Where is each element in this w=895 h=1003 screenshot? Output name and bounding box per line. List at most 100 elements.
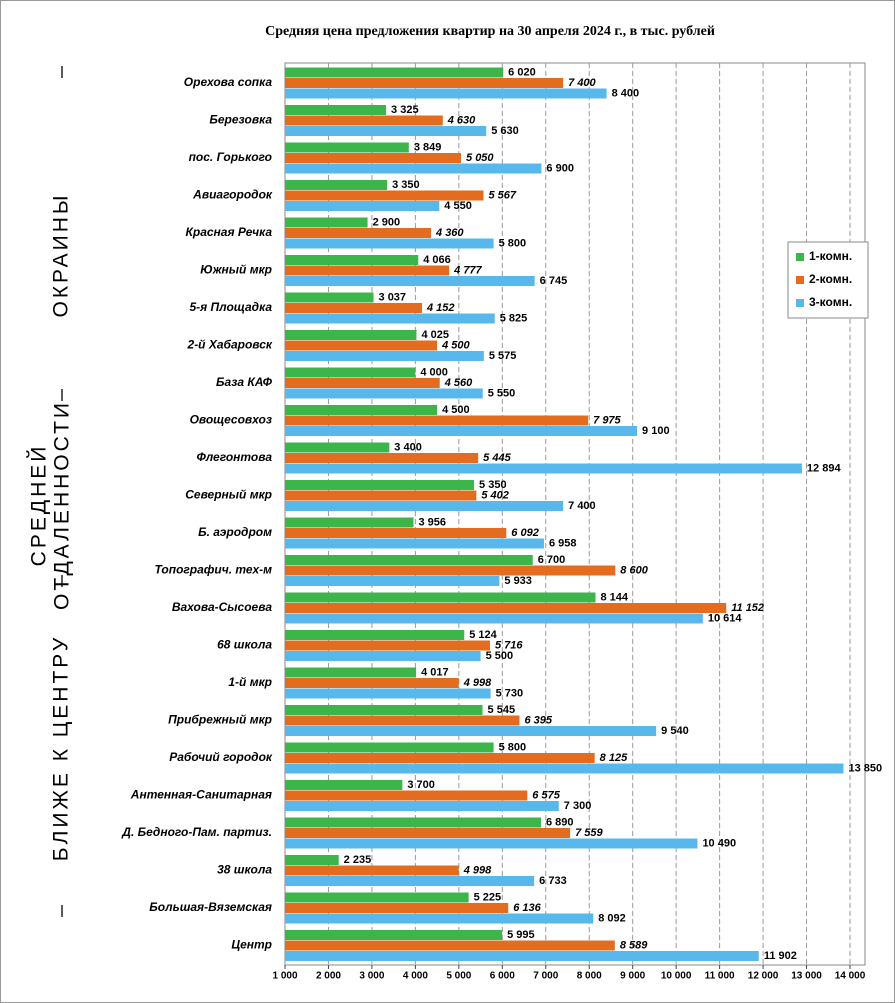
- value-label: 7 400: [568, 500, 596, 512]
- bar: [285, 742, 494, 753]
- category-label: 1-й мкр: [228, 675, 272, 689]
- value-label: 4 025: [421, 329, 449, 341]
- bar: [285, 340, 438, 351]
- value-label: 4 017: [421, 666, 449, 678]
- category-label: 5-я Площадка: [189, 300, 272, 314]
- bar: [285, 603, 727, 613]
- bar: [285, 565, 616, 576]
- bar: [285, 142, 409, 153]
- value-label: 3 037: [379, 291, 407, 303]
- value-label: 5 402: [481, 489, 509, 501]
- bar: [285, 255, 419, 265]
- bar: [285, 453, 479, 463]
- bar: [285, 828, 571, 838]
- bar: [285, 415, 589, 426]
- value-label: 5 575: [489, 350, 517, 362]
- bar: [285, 238, 494, 249]
- group-label: БЛИЖЕ К ЦЕНТРУ: [50, 635, 73, 861]
- bar: [285, 555, 533, 565]
- category-label: Большая-Вяземская: [149, 900, 272, 914]
- chart-title: Средняя цена предложения квартир на 30 а…: [265, 24, 715, 39]
- value-label: 4 066: [423, 254, 451, 266]
- value-label: 10 490: [702, 837, 736, 849]
- value-label: 6 575: [532, 789, 560, 801]
- category-label: Орехова сопка: [184, 75, 273, 89]
- bar: [285, 705, 483, 715]
- bar: [285, 78, 564, 88]
- bar: [285, 930, 503, 940]
- category-label: Б. аэродром: [198, 525, 272, 539]
- bar: [285, 892, 469, 903]
- bar: [285, 190, 484, 201]
- value-label: 2 900: [373, 216, 401, 228]
- bar: [285, 351, 484, 361]
- category-label: 68 школа: [217, 638, 272, 652]
- bar: [285, 753, 595, 763]
- group-label: СРЕДНЕЙ: [27, 444, 51, 567]
- bar: [285, 517, 414, 528]
- value-label: 9 540: [661, 725, 689, 737]
- value-label: 6 092: [511, 527, 539, 539]
- value-label: 5 825: [500, 312, 528, 324]
- bar: [285, 303, 422, 313]
- value-label: 8 125: [600, 752, 628, 764]
- value-label: 6 958: [549, 537, 577, 549]
- x-tick-label: 9 000: [620, 971, 645, 982]
- bar: [285, 426, 638, 436]
- bar: [285, 405, 438, 415]
- bar: [285, 913, 594, 924]
- bar: [285, 865, 459, 876]
- bar: [285, 180, 388, 190]
- value-label: 5 995: [507, 929, 535, 941]
- bar: [285, 951, 759, 961]
- value-label: 4 550: [444, 200, 472, 212]
- value-label: 8 589: [620, 939, 648, 951]
- category-label: 2-й Хабаровск: [187, 338, 273, 352]
- value-label: 7 559: [575, 827, 603, 839]
- bar: [285, 817, 541, 828]
- value-label: 5 800: [499, 237, 527, 249]
- value-label: 5 445: [483, 452, 511, 464]
- bar: [285, 442, 390, 453]
- x-tick-label: 8 000: [577, 971, 602, 982]
- value-label: 12 894: [807, 462, 842, 474]
- group-label: ОТДАЛЕННОСТИ: [51, 400, 74, 610]
- value-label: 5 800: [499, 741, 527, 753]
- bar: [285, 940, 615, 951]
- value-label: 6 890: [546, 816, 574, 828]
- bar: [285, 538, 544, 549]
- bar: [285, 576, 500, 586]
- x-tick-label: 4 000: [403, 971, 428, 982]
- bar: [285, 726, 657, 736]
- value-label: 4 152: [426, 302, 455, 314]
- legend-label: 1-комн.: [809, 249, 852, 263]
- value-label: 10 614: [708, 612, 743, 624]
- bar: [285, 163, 542, 174]
- x-tick-label: 13 000: [791, 971, 822, 982]
- bar: [285, 780, 403, 790]
- legend-label: 2-комн.: [809, 272, 852, 286]
- category-label: Центр: [231, 938, 272, 952]
- category-label: Антенная-Санитарная: [130, 788, 272, 802]
- bar: [285, 763, 844, 774]
- value-label: 6 700: [538, 554, 566, 566]
- legend-swatch: [796, 253, 804, 261]
- category-label: Флегонтова: [197, 450, 273, 464]
- bar: [285, 688, 491, 699]
- legend-label: 3-комн.: [809, 295, 852, 309]
- value-label: 4 500: [441, 339, 470, 351]
- bar: [285, 126, 487, 136]
- x-tick-label: 10 000: [661, 971, 692, 982]
- value-label: 3 956: [418, 516, 446, 528]
- value-label: 4 777: [453, 264, 482, 276]
- bar: [285, 201, 440, 211]
- category-label: Прибрежный мкр: [168, 713, 272, 727]
- bar: [285, 388, 483, 399]
- legend-swatch: [796, 299, 804, 307]
- category-label: База КАФ: [216, 375, 273, 389]
- value-label: 7 975: [593, 414, 621, 426]
- legend-swatch: [796, 276, 804, 284]
- value-label: 2 235: [344, 854, 372, 866]
- bar: [285, 801, 559, 811]
- bar: [285, 88, 607, 99]
